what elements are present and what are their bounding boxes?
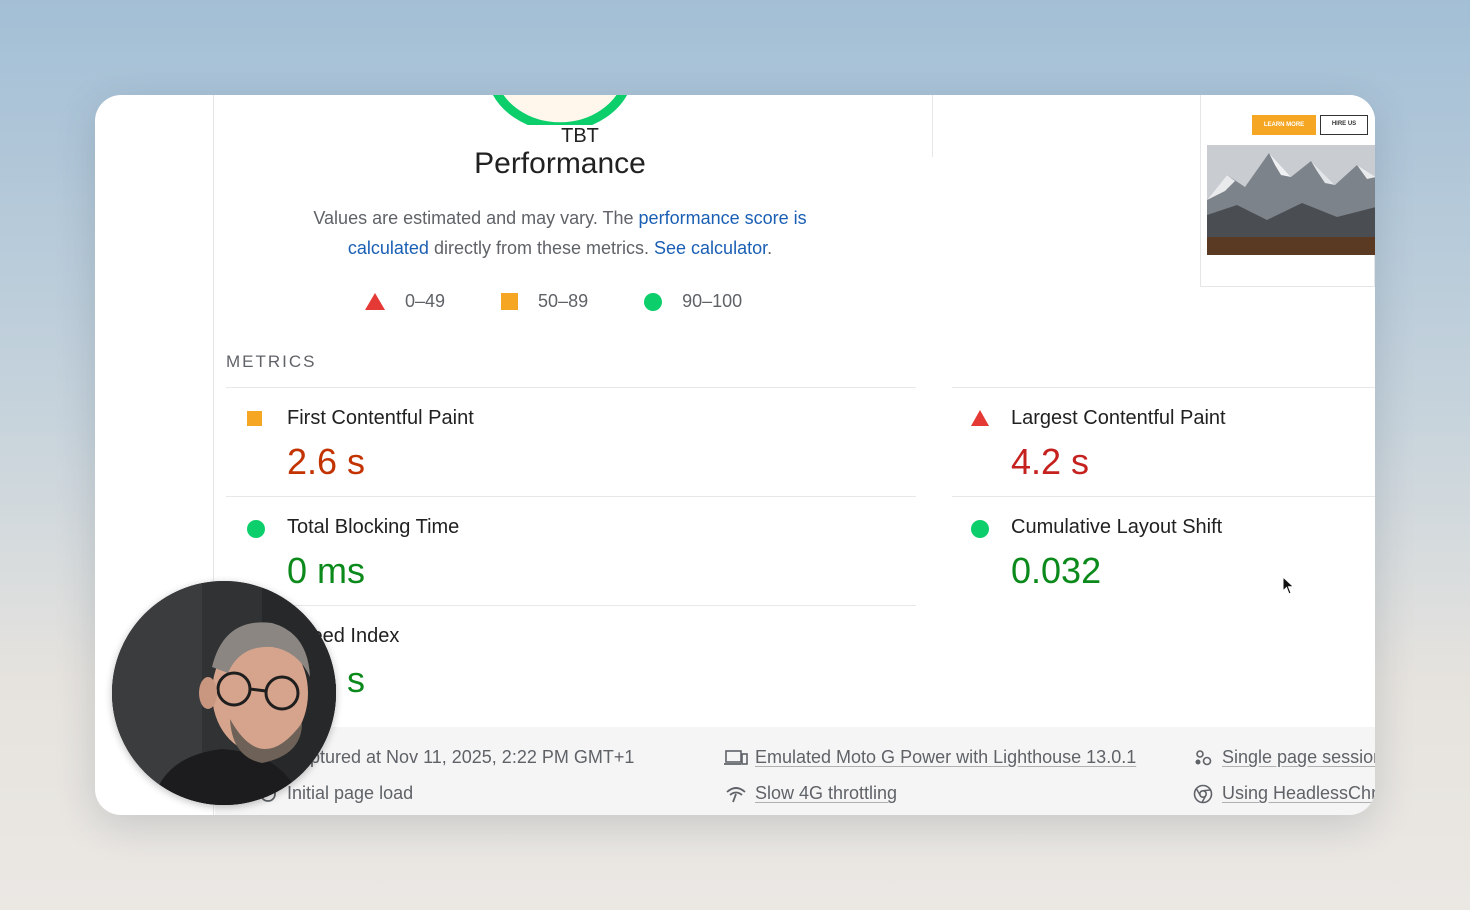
browser-link[interactable]: Using HeadlessChromium (1222, 783, 1375, 803)
metrics-divider (952, 496, 1375, 497)
left-divider (213, 95, 214, 815)
performance-gauge-arc (493, 95, 627, 125)
page-load-text: Initial page load (287, 783, 414, 803)
see-calculator-link[interactable]: See calculator (654, 238, 768, 258)
report-footer: Captured at Nov 11, 2025, 2:22 PM GMT+1 … (215, 727, 1375, 815)
people-icon (1190, 749, 1216, 767)
footer-session[interactable]: Single page session (1190, 747, 1375, 768)
page-screenshot-thumbnail[interactable]: LEARN MORE HIRE US (1200, 95, 1375, 287)
metrics-divider (226, 496, 916, 497)
description-text: Values are estimated and may vary. The (313, 208, 639, 228)
legend-range: 0–49 (405, 291, 446, 311)
metric-name: Cumulative Layout Shift (1011, 516, 1223, 538)
description-suffix: . (767, 238, 773, 258)
mouse-cursor-icon (1282, 576, 1295, 595)
metric-value: 0.032 (1011, 550, 1102, 591)
hire-us-button: HIRE US (1320, 115, 1368, 135)
device-link[interactable]: Emulated Moto G Power with Lighthouse 13… (755, 747, 1137, 767)
webcam-overlay (112, 581, 336, 805)
metrics-divider (226, 387, 916, 388)
session-link[interactable]: Single page session (1222, 747, 1375, 767)
throttling-link[interactable]: Slow 4G throttling (755, 783, 898, 803)
legend-item-average: 50–89 (501, 291, 588, 312)
metric-name: Largest Contentful Paint (1011, 407, 1226, 429)
metrics-divider (226, 605, 916, 606)
presenter-avatar (112, 581, 336, 805)
performance-title: Performance (474, 147, 646, 180)
chrome-icon (1190, 784, 1216, 804)
footer-device[interactable]: Emulated Moto G Power with Lighthouse 13… (723, 747, 1136, 768)
description-text-middle: directly from these metrics. (428, 238, 655, 258)
middle-divider (932, 95, 933, 157)
footer-throttling[interactable]: Slow 4G throttling (723, 783, 897, 804)
circle-icon (247, 520, 265, 538)
metrics-divider (952, 387, 1375, 388)
square-icon (501, 293, 519, 310)
metrics-heading: METRICS (226, 352, 317, 371)
score-description: Values are estimated and may vary. The p… (285, 203, 835, 263)
metric-value: 0 ms (287, 550, 366, 591)
gauge-metric-label: TBT (561, 125, 599, 147)
score-legend: 0–49 50–89 90–100 (365, 291, 798, 312)
network-icon (723, 785, 749, 803)
metric-value: 2.6 s (287, 441, 366, 482)
triangle-icon (971, 410, 989, 426)
mountain-image (1207, 95, 1375, 255)
legend-item-pass: 90–100 (644, 291, 742, 312)
captured-text: Captured at Nov 11, 2025, 2:22 PM GMT+1 (287, 747, 635, 767)
circle-icon (644, 292, 663, 311)
metric-name: First Contentful Paint (287, 407, 474, 429)
metric-name: Total Blocking Time (287, 516, 460, 538)
legend-range: 50–89 (538, 291, 589, 311)
metric-value: 4.2 s (1011, 441, 1090, 482)
devices-icon (723, 749, 749, 767)
square-icon (247, 411, 262, 426)
triangle-icon (365, 293, 385, 310)
footer-browser[interactable]: Using HeadlessChromium (1190, 783, 1375, 804)
thumbnail-image: LEARN MORE HIRE US (1207, 95, 1375, 255)
performance-score-link[interactable]: performance score is calculated (347, 208, 807, 258)
legend-range: 90–100 (682, 291, 743, 311)
legend-item-fail: 0–49 (365, 291, 445, 312)
learn-more-button: LEARN MORE (1252, 115, 1316, 135)
circle-icon (971, 520, 989, 538)
